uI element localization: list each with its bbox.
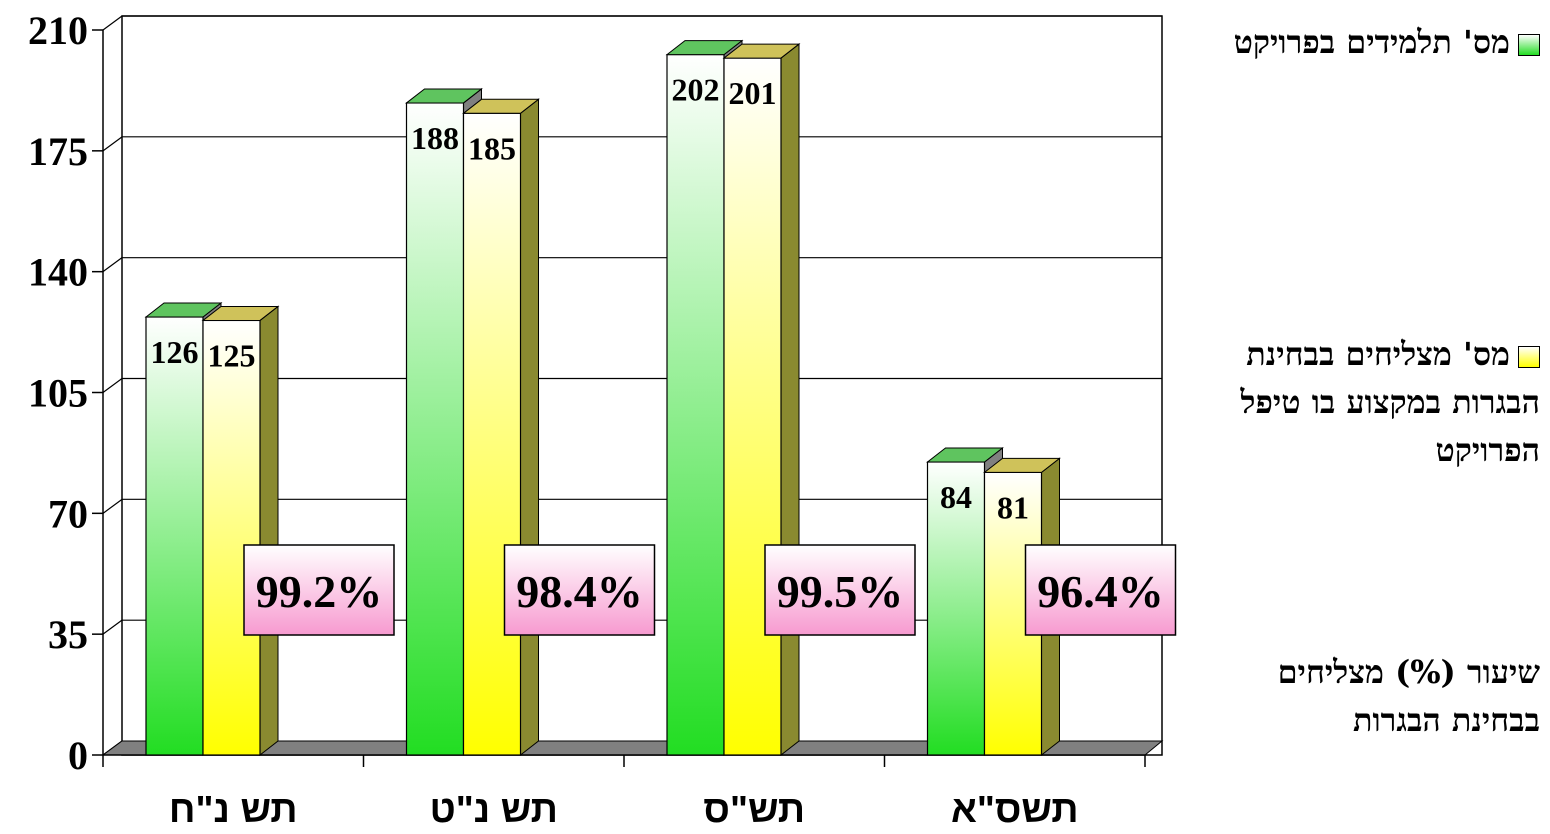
gridline-side [102, 378, 123, 393]
bar-front [405, 102, 465, 756]
y-tick-label: 210 [28, 8, 88, 53]
y-tick-label: 105 [28, 371, 88, 416]
data-labels: 126 125 99.2% 188 185 98.4% 202 201 99.5% 84 81 96.… [151, 72, 1177, 636]
bar-side [259, 305, 279, 757]
pass-rate-text: 99.2% [256, 566, 383, 617]
legend-label: מס' מצליחים בבחינת הבגרות במקצוע בו טיפל… [1240, 335, 1540, 469]
pass-rate-label: 99.5% [764, 544, 916, 636]
pass-rate-label: 98.4% [503, 544, 656, 636]
pass-rate-text: 99.5% [777, 566, 904, 617]
x-category-label: תשס"א [951, 789, 1079, 831]
x-category-label: תש"ס [703, 789, 805, 831]
pass-rate-box [1024, 544, 1177, 636]
bar-front [926, 461, 986, 756]
pass-rate-box [764, 544, 916, 636]
gridline-side [102, 619, 123, 635]
legend-label: שיעור (%) מצליחים בבחינת הבגרות [1277, 653, 1540, 739]
bar-top [144, 302, 223, 318]
bar-side [780, 43, 800, 757]
x-category-label: תש נ"ט [430, 789, 558, 831]
y-tick-label: 140 [28, 250, 88, 295]
bar-top [722, 43, 801, 59]
bar-value-label: 202 [672, 72, 720, 108]
bar-value-label: 84 [940, 479, 972, 515]
bar-front [202, 319, 261, 756]
legend-item-pass-rate: שיעור (%) מצליחים בבחינת הבגרות [1210, 648, 1540, 744]
bar-value-label: 185 [468, 130, 516, 166]
bar-value-label: 81 [997, 489, 1029, 525]
pass-rate-text: 98.4% [516, 566, 643, 617]
gridline-side [102, 136, 123, 152]
bar-value-label: 201 [729, 75, 777, 111]
legend-swatch-yellow [1518, 345, 1540, 368]
bar-front [666, 54, 725, 756]
bar-value-label: 188 [411, 120, 459, 156]
bar-top [926, 447, 1004, 463]
bar-passed [201, 305, 280, 757]
bar-side [520, 98, 539, 757]
x-category-label: תש נ"ח [169, 789, 298, 831]
y-axis: 0 35 70 105 140 175 210 [28, 8, 104, 778]
legend-swatch-green [1518, 33, 1540, 56]
legend-item-students: מס' תלמידים בפרויקט [1210, 18, 1540, 66]
legend-label: מס' תלמידים בפרויקט [1233, 23, 1510, 61]
x-axis: תש נ"ח תש נ"ט תש"ס תשס"א [102, 754, 1146, 831]
bar-value-label: 125 [208, 337, 256, 373]
bar-top [665, 40, 744, 56]
bar-front [462, 112, 522, 756]
bar-top [983, 457, 1061, 473]
pass-rate-text: 96.4% [1037, 566, 1164, 617]
gridline-side [102, 15, 123, 31]
bar-top [405, 88, 483, 104]
bar-passed [462, 98, 540, 757]
legend-item-passed: מס' מצליחים בבחינת הבגרות במקצוע בו טיפל… [1210, 330, 1540, 474]
y-tick-label: 0 [68, 733, 88, 778]
y-tick-label: 35 [48, 612, 88, 657]
pass-rate-box [503, 544, 656, 636]
bar-front [723, 57, 782, 756]
bar-top [201, 305, 280, 321]
bar-front [145, 316, 204, 756]
y-tick-label: 70 [48, 491, 88, 536]
y-tick-label: 175 [28, 129, 88, 174]
pass-rate-box [243, 544, 395, 636]
gridline-side [102, 257, 123, 273]
bar-passed [722, 43, 801, 757]
bar-top [462, 98, 540, 114]
pass-rate-label: 96.4% [1024, 544, 1177, 636]
gridline-side [102, 498, 123, 514]
bar-value-label: 126 [151, 334, 199, 370]
pass-rate-label: 99.2% [243, 544, 395, 636]
